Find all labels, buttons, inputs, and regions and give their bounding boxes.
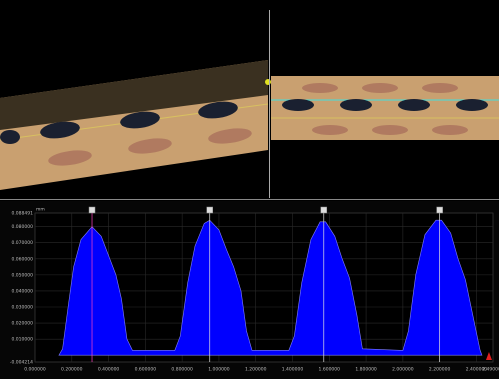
unit-label: mm [36,208,45,213]
x-tick-label: 0.000000 [24,367,46,373]
handle[interactable] [265,79,271,85]
bump [282,99,314,111]
app-window: mm -0.004214 0.010000 0.020000 0.030000 0.04… [0,0,499,379]
y-tick-label: 0.020000 [12,321,34,327]
y-tick-label: 0.088491 [12,211,34,217]
x-tick-label: 0.600000 [135,367,157,373]
cursor-handle[interactable] [321,207,327,213]
y-tick-label: 0.030000 [12,305,34,311]
x-tick-label: 1.600000 [319,367,341,373]
y-tick-label: 0.010000 [12,337,34,343]
x-tick-label: 2.200000 [429,367,451,373]
x-tick-label: 1.000000 [208,367,230,373]
x-tick-label: 1.400000 [282,367,304,373]
y-tick-label: 0.060000 [12,256,34,262]
y-tick-label: 0.070000 [12,240,34,246]
x-tick-label: 2.490000 [482,367,499,373]
cursor-handle[interactable] [89,207,95,213]
bump [456,99,488,111]
bump [398,99,430,111]
right-image [271,76,499,140]
bump [0,130,20,144]
y-tick-label: -0.004214 [10,360,33,366]
x-tick-label: 0.200000 [61,367,83,373]
pad [372,125,408,135]
pad [362,83,398,93]
x-tick-label: 0.800000 [171,367,193,373]
x-tick-label: 0.400000 [98,367,120,373]
y-tick-label: 0.050000 [12,272,34,278]
plot: -0.004214 0.010000 0.020000 0.030000 0.04000… [10,207,499,373]
pad [312,125,348,135]
cursor-handle[interactable] [207,207,213,213]
pad [432,125,468,135]
y-tick-label: 0.080000 [12,224,34,230]
pad [302,83,338,93]
pad [422,83,458,93]
x-tick-label: 2.000000 [392,367,414,373]
page: {"chart_data": {"type": "area", "unit": … [0,0,499,379]
x-tick-label: 1.800000 [355,367,377,373]
x-tick-label: 1.200000 [245,367,267,373]
bump [340,99,372,111]
y-tick-label: 0.040000 [12,288,34,294]
cursor-handle[interactable] [437,207,443,213]
